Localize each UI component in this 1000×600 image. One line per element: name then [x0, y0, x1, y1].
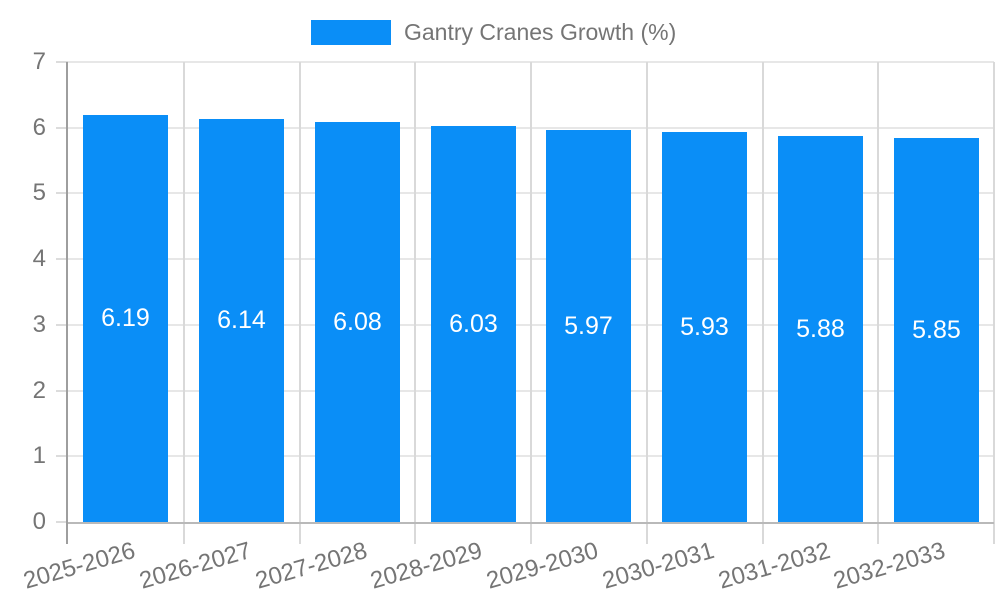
- x-tick-label: 2028-2029: [367, 537, 486, 595]
- bar[interactable]: 5.88: [778, 136, 863, 522]
- bar[interactable]: 6.03: [431, 126, 516, 522]
- legend[interactable]: Gantry Cranes Growth (%): [311, 19, 676, 45]
- y-axis-tick: [56, 61, 68, 63]
- y-axis-tick: [56, 455, 68, 457]
- bar-value-label: 6.14: [217, 306, 266, 334]
- x-tick-label: 2031-2032: [715, 537, 833, 595]
- y-axis-tick: [56, 127, 68, 129]
- bar[interactable]: 5.97: [546, 130, 631, 522]
- y-axis-tick: [56, 324, 68, 326]
- y-axis-tick: [56, 192, 68, 194]
- x-tick-label: 2026-2027: [136, 537, 255, 595]
- y-axis-tick: [56, 258, 68, 260]
- y-tick-label: 5: [32, 179, 46, 206]
- bar-value-label: 6.08: [333, 307, 382, 336]
- bar-value-label: 5.88: [796, 314, 845, 343]
- y-tick-label: 3: [32, 311, 46, 338]
- x-axis-tick: [414, 522, 416, 544]
- gridline-vertical: [530, 62, 532, 522]
- gridline-vertical: [414, 62, 416, 522]
- gridline-vertical: [183, 62, 185, 522]
- bar[interactable]: 5.93: [662, 132, 747, 522]
- x-axis-tick: [993, 522, 995, 544]
- gridline-vertical: [877, 62, 879, 522]
- x-axis-tick: [183, 522, 185, 544]
- bar[interactable]: 5.85: [894, 138, 979, 522]
- bar[interactable]: 6.14: [199, 119, 284, 522]
- x-axis-tick: [530, 522, 532, 544]
- x-axis-tick: [877, 522, 879, 544]
- x-tick-label: 2029-2030: [483, 537, 602, 595]
- y-tick-label: 2: [32, 377, 46, 404]
- x-axis-tick: [646, 522, 648, 544]
- x-axis-line: [68, 522, 994, 524]
- y-tick-label: 4: [32, 245, 46, 272]
- legend-swatch[interactable]: [311, 19, 391, 45]
- x-tick-label: 2025-2026: [20, 537, 139, 595]
- x-tick-label: 2030-2031: [599, 537, 718, 595]
- y-axis-line: [66, 62, 68, 544]
- gridline-vertical: [646, 62, 648, 522]
- gridline-vertical: [762, 62, 764, 522]
- bar[interactable]: 6.19: [83, 115, 168, 522]
- x-axis-tick: [299, 522, 301, 544]
- y-tick-label: 7: [32, 48, 46, 75]
- y-axis-tick: [56, 390, 68, 392]
- bar[interactable]: 6.08: [315, 122, 400, 522]
- bar-value-label: 6.19: [101, 304, 150, 332]
- bar-value-label: 6.03: [449, 309, 498, 338]
- x-tick-label: 2027-2028: [252, 537, 370, 595]
- gridline-vertical: [993, 62, 995, 522]
- gridline-vertical: [299, 62, 301, 522]
- bar-value-label: 5.97: [564, 311, 613, 340]
- bar-value-label: 5.93: [680, 312, 729, 341]
- y-tick-label: 0: [32, 508, 46, 535]
- bar-value-label: 5.85: [912, 315, 961, 344]
- legend-label[interactable]: Gantry Cranes Growth (%): [404, 19, 677, 45]
- y-axis-tick: [56, 521, 68, 523]
- x-tick-label: 2032-2033: [830, 537, 949, 595]
- y-tick-label: 1: [32, 442, 46, 469]
- y-tick-label: 6: [32, 114, 46, 141]
- x-axis-tick: [762, 522, 764, 544]
